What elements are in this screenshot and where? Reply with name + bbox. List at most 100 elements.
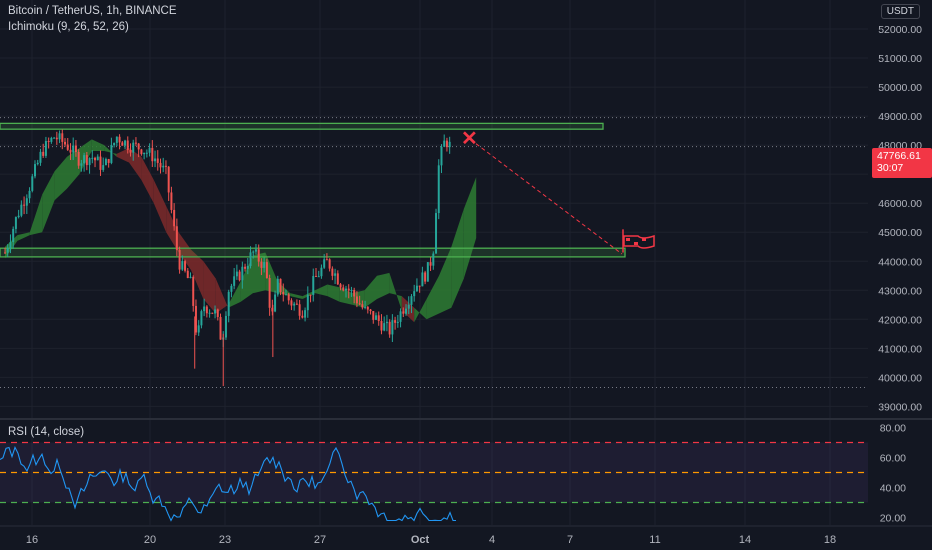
cloud-segment-bear (153, 179, 167, 233)
candle-body (282, 292, 285, 295)
candle-body (350, 289, 353, 291)
candle-body (424, 272, 427, 282)
candle-body (72, 145, 75, 153)
candle-body (301, 315, 304, 318)
candle-body (34, 164, 37, 177)
candle-body (184, 261, 187, 271)
cloud-segment-bull (463, 177, 477, 279)
candle-body (17, 215, 20, 218)
candle-body (304, 310, 307, 318)
rsi-tick-label: 80.00 (880, 423, 906, 435)
price-tick-label: 39000.00 (878, 401, 922, 413)
candle-body (336, 273, 339, 285)
candle-body (107, 159, 110, 163)
cloud-segment-bull (364, 275, 377, 308)
candle-body (94, 157, 97, 161)
candle-body (110, 145, 113, 163)
rsi-tick-label: 60.00 (880, 453, 906, 465)
candle-body (263, 262, 266, 268)
candles (4, 129, 451, 387)
cloud-segment-bull (228, 281, 241, 308)
currency-button[interactable]: USDT (880, 4, 920, 19)
candle-body (396, 321, 399, 323)
candle-body (260, 261, 263, 268)
cloud-segment-bull (327, 284, 340, 302)
candle-body (287, 294, 290, 301)
candle-body (380, 320, 383, 331)
candle-body (235, 271, 238, 277)
candle-body (410, 296, 413, 305)
candle-body (197, 325, 200, 333)
candle-body (200, 311, 203, 326)
candle-body (415, 285, 418, 292)
candle-body (61, 133, 64, 142)
rsi-line (0, 445, 456, 522)
candle-body (115, 136, 118, 143)
candle-body (339, 284, 342, 288)
candle-body (36, 162, 39, 165)
candle-body (173, 209, 176, 227)
candle-body (181, 261, 184, 270)
candle-body (426, 262, 429, 282)
price-tick-label: 49000.00 (878, 111, 922, 123)
rsi-tick-label: 20.00 (880, 513, 906, 525)
candle-body (405, 308, 408, 314)
cloud-segment-bull (240, 255, 253, 302)
candle-body (432, 253, 435, 266)
candle-body (358, 303, 361, 305)
candle-body (137, 143, 140, 150)
candle-body (156, 158, 159, 163)
candle-body (276, 278, 279, 295)
candle-body (53, 137, 56, 139)
cloud-segment-bull (439, 246, 452, 314)
time-tick-label: Oct (411, 534, 430, 546)
price-tick-label: 46000.00 (878, 198, 922, 210)
cloud-segment-bull (17, 232, 30, 241)
candle-body (298, 304, 301, 316)
ichimoku-indicator-label[interactable]: Ichimoku (9, 26, 52, 26) (8, 21, 129, 33)
candle-body (252, 251, 255, 253)
candle-body (205, 306, 208, 314)
candle-body (246, 266, 249, 269)
candle-body (448, 141, 451, 148)
candle-body (23, 204, 26, 206)
candle-body (249, 252, 252, 267)
candle-body (134, 142, 137, 144)
cloud-segment-bull (42, 171, 55, 233)
candle-body (353, 289, 356, 297)
cloud-segment-bear (191, 249, 204, 299)
candle-body (342, 287, 345, 291)
support-zone (0, 247, 626, 258)
cloud-segment-bull (426, 275, 439, 320)
candle-body (164, 165, 167, 167)
candle-body (435, 213, 438, 254)
rsi-indicator-label[interactable]: RSI (14, close) (8, 426, 85, 438)
candle-body (375, 315, 378, 320)
candle-body (162, 165, 165, 168)
candle-body (295, 303, 298, 305)
candle-body (129, 149, 132, 153)
symbol-title[interactable]: Bitcoin / TetherUS, 1h, BINANCE (8, 5, 177, 17)
candle-body (334, 273, 337, 276)
candle-body (413, 291, 416, 297)
candle-body (44, 141, 47, 156)
candle-body (284, 294, 287, 296)
candle-body (385, 321, 388, 324)
candle-body (159, 162, 162, 168)
candle-body (230, 285, 233, 292)
candle-body (4, 252, 6, 254)
candle-body (140, 149, 143, 155)
candle-body (366, 306, 369, 310)
cloud-segment-bear (203, 261, 216, 314)
candle-body (244, 266, 247, 269)
price-tick-label: 50000.00 (878, 82, 922, 94)
candle-body (208, 312, 211, 314)
candle-body (312, 275, 315, 295)
projection-line (475, 143, 623, 255)
candle-body (28, 190, 31, 199)
cross-marker-icon: ✕ (461, 128, 478, 150)
cloud-segment-bull (265, 252, 278, 294)
cloud-segment-bull (290, 293, 303, 299)
cloud-segment-bear (141, 156, 154, 204)
